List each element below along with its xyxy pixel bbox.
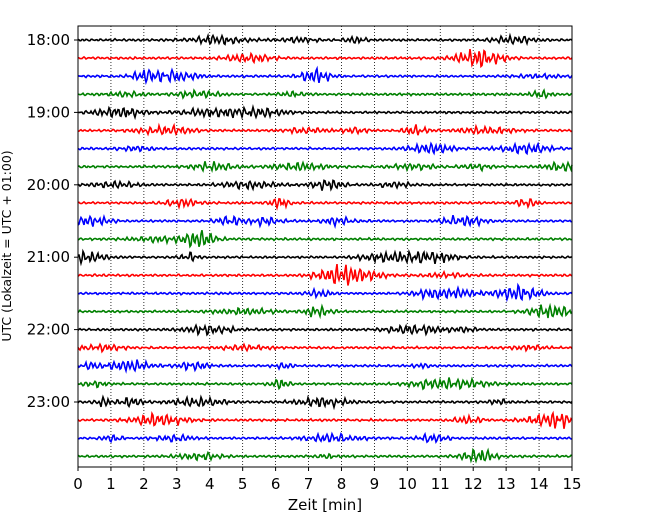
trace-14 [77,263,573,286]
x-tick-label-11: 11 [431,475,450,493]
y-tick-label-18:00: 18:00 [27,31,70,49]
trace-17 [77,323,573,337]
x-tick-label-0: 0 [73,475,83,493]
y-tick-label-21:00: 21:00 [27,248,70,266]
plot-background [78,26,572,467]
x-tick-label-4: 4 [205,475,215,493]
trace-21 [77,394,573,411]
trace-13 [77,248,573,267]
x-tick-label-14: 14 [530,475,549,493]
trace-group [77,32,573,464]
x-axis-ticks: 0 1 2 3 4 5 6 7 8 9 10 11 12 13 14 15 [73,467,582,493]
trace-7 [77,141,573,156]
x-tick-label-2: 2 [139,475,149,493]
trace-23 [77,431,573,444]
x-axis-label: Zeit [min] [288,496,362,514]
y-tick-label-23:00: 23:00 [27,393,70,411]
trace-8 [77,160,573,174]
x-tick-label-12: 12 [464,475,483,493]
y-axis-label: UTC (Lokalzeit = UTC + 01:00) [0,150,14,341]
y-axis-ticks: 18:00 19:00 20:00 21:00 22:00 23:00 [27,31,78,411]
trace-6 [77,122,573,137]
x-tick-label-15: 15 [562,475,581,493]
trace-22 [77,410,573,429]
trace-3 [77,65,573,86]
trace-4 [77,88,573,100]
trace-16 [77,302,573,320]
y-tick-label-22:00: 22:00 [27,321,70,339]
trace-12 [77,230,573,249]
x-tick-label-1: 1 [106,475,116,493]
x-tick-label-10: 10 [398,475,417,493]
y-tick-label-20:00: 20:00 [27,176,70,194]
x-tick-label-6: 6 [271,475,281,493]
x-tick-label-3: 3 [172,475,182,493]
trace-2 [77,48,573,69]
trace-9 [77,179,573,192]
trace-11 [77,214,573,230]
trace-1 [77,32,573,47]
x-tick-label-8: 8 [337,475,347,493]
trace-18 [77,342,573,354]
x-tick-label-7: 7 [304,475,314,493]
trace-24 [77,447,573,464]
trace-20 [77,376,573,391]
trace-5 [77,104,573,121]
x-tick-label-5: 5 [238,475,248,493]
x-tick-label-13: 13 [497,475,516,493]
trace-10 [77,197,573,211]
trace-15 [77,282,573,303]
plot-frame [77,25,573,468]
x-tick-label-9: 9 [370,475,380,493]
trace-19 [77,358,573,374]
y-tick-label-19:00: 19:00 [27,103,70,121]
